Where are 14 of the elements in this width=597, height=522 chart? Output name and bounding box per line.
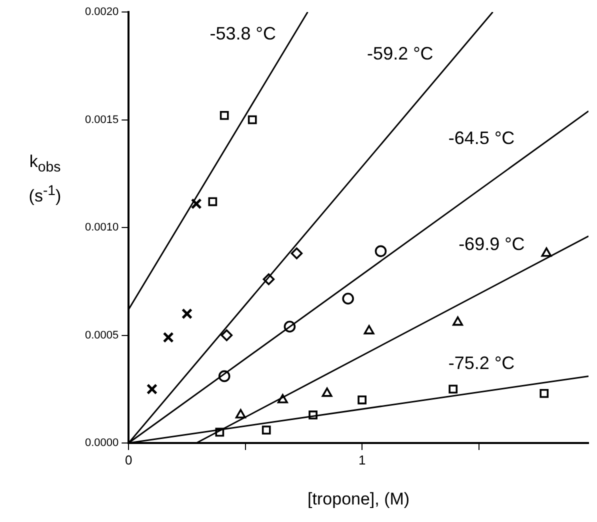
y-axis-title: k$_{obs}$ (s$^{-1}$) [28, 151, 62, 208]
x-tick-label: 0 [125, 452, 132, 468]
y-tick-label: 0.0015 [84, 114, 119, 126]
x-axis-title: [tropone], (M) [308, 489, 410, 508]
y-tick-label: 0.0000 [84, 437, 119, 450]
y-tick-label: 0.0020 [84, 6, 119, 18]
y-tick-label: 0.0005 [84, 329, 119, 342]
series-label: -69.9 °C [458, 234, 525, 254]
series-label: -59.2 °C [367, 44, 434, 64]
series-label: -75.2 °C [448, 353, 515, 374]
x-tick-label: 1 [358, 452, 366, 468]
series-label: -53.8 °C [210, 24, 276, 44]
series-label: -64.5 °C [448, 128, 515, 148]
y-tick-label: 0.0010 [84, 222, 119, 234]
